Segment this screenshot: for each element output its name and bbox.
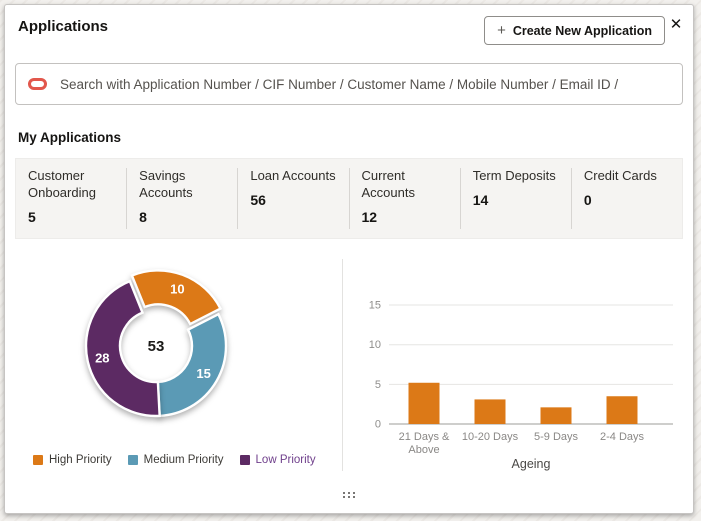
stat-value: 14: [472, 191, 489, 208]
x-axis-title: Ageing: [512, 457, 551, 471]
donut-slice-high-priority[interactable]: [130, 269, 223, 326]
applications-modal: Applications + Create New Application ✕ …: [4, 4, 694, 514]
legend-item-medium-priority[interactable]: Medium Priority: [127, 454, 224, 466]
y-tick-label: 10: [369, 339, 381, 351]
stat-loan-accounts[interactable]: Loan Accounts 56: [237, 168, 348, 229]
stat-label: Credit Cards: [583, 168, 657, 183]
x-category-label: 21 Days & Above: [399, 431, 450, 456]
legend-swatch-icon: [33, 455, 43, 465]
bar-10-20-days[interactable]: [474, 399, 506, 424]
stat-current-accounts[interactable]: Current Accounts 12: [348, 168, 460, 229]
close-icon[interactable]: ✕: [669, 16, 683, 33]
donut-slice-value: 28: [95, 350, 109, 365]
donut-slice-value: 10: [170, 281, 184, 296]
bar-2-4-days[interactable]: [606, 396, 638, 424]
search-bar: [15, 63, 683, 105]
stat-label: Loan Accounts: [250, 168, 336, 183]
ageing-bar-chart: 0 5 10 15 21 Days & Above 10-20 Days 5-9 Days 2-…: [369, 300, 673, 471]
stat-label: Term Deposits: [472, 168, 556, 183]
stat-customer-onboarding[interactable]: Customer Onboarding 5: [16, 168, 126, 229]
create-new-application-button[interactable]: + Create New Application: [484, 16, 665, 45]
priority-donut-chart: 10 15 28 53: [84, 269, 228, 418]
stat-credit-cards[interactable]: Credit Cards 0: [570, 168, 682, 229]
legend-item-high-priority[interactable]: High Priority: [33, 454, 112, 466]
x-category-label: 5-9 Days: [534, 431, 579, 443]
x-category-label: 2-4 Days: [600, 431, 645, 443]
legend-item-low-priority[interactable]: Low Priority: [239, 454, 316, 466]
search-input[interactable]: [60, 76, 670, 92]
stat-term-deposits[interactable]: Term Deposits 14: [459, 168, 571, 229]
stat-value: 8: [139, 208, 147, 225]
x-category-label: 10-20 Days: [462, 431, 519, 443]
oracle-logo-icon: [28, 78, 47, 90]
stat-label: Savings Accounts: [139, 168, 193, 200]
legend-label: Low Priority: [255, 454, 316, 466]
stat-label: Customer Onboarding: [28, 168, 96, 200]
drag-handle-icon[interactable]: [343, 492, 355, 498]
donut-slice-low-priority[interactable]: [84, 279, 161, 418]
page-title: Applications: [18, 18, 109, 35]
stat-value: 0: [583, 191, 592, 208]
chart-section-divider: [342, 259, 343, 471]
y-tick-label: 0: [375, 419, 381, 431]
my-applications-heading: My Applications: [18, 130, 122, 145]
plus-icon: +: [497, 22, 506, 39]
y-tick-label: 5: [375, 379, 381, 391]
donut-slice-value: 15: [196, 366, 210, 381]
create-button-label: Create New Application: [512, 23, 652, 38]
stat-value: 12: [361, 208, 378, 225]
stats-row: Customer Onboarding 5 Savings Accounts 8…: [15, 158, 683, 239]
legend-swatch-icon: [127, 455, 138, 465]
donut-center-total: 53: [148, 338, 165, 355]
stat-label: Current Accounts: [361, 168, 415, 200]
donut-legend: High Priority Medium Priority Low Priority: [33, 454, 316, 466]
bar-5-9-days[interactable]: [540, 407, 572, 424]
stat-value: 56: [250, 191, 266, 208]
legend-label: Medium Priority: [143, 454, 224, 466]
stat-value: 5: [28, 208, 36, 225]
legend-label: High Priority: [49, 454, 112, 466]
legend-swatch-icon: [239, 455, 250, 465]
y-tick-label: 15: [369, 300, 381, 312]
bar-21-days-&-above[interactable]: [408, 382, 440, 424]
donut-slice-medium-priority[interactable]: [156, 312, 228, 418]
stat-savings-accounts[interactable]: Savings Accounts 8: [126, 168, 237, 229]
